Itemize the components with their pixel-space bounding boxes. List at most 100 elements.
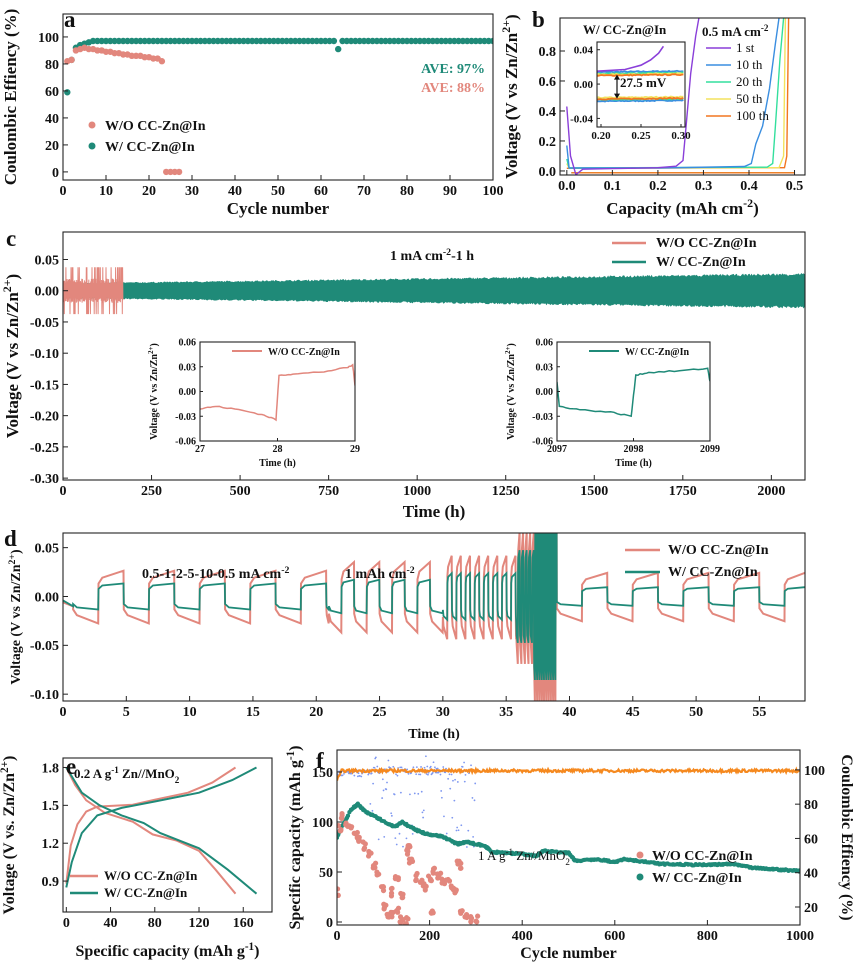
- data-point: [381, 778, 384, 781]
- data-point: [409, 793, 411, 796]
- y-tick-label: -0.20: [30, 410, 59, 425]
- x-tick-label: 1250: [492, 484, 520, 499]
- x-tick-label: 0.1: [604, 179, 622, 194]
- x-tick-label: 40: [104, 916, 118, 931]
- y-tick-label: 0.6: [539, 75, 557, 90]
- data-point: [412, 766, 415, 769]
- x-axis-label: Time (h): [615, 458, 652, 469]
- data-point: [429, 765, 432, 768]
- data-point: [420, 766, 422, 768]
- data-point: [395, 876, 401, 883]
- plot-frame: [336, 749, 801, 926]
- data-point: [330, 37, 338, 45]
- y-tick-label: 0.03: [536, 362, 554, 373]
- data-point: [427, 771, 430, 774]
- x-axis-label: Time (h): [408, 727, 460, 742]
- data-point: [339, 811, 345, 817]
- x-tick-label: 1000: [403, 484, 431, 499]
- plot-area: [63, 533, 805, 701]
- axes: 0 250 500 750 1000 1250 1500 1750 2000 -0.30 -0.25…: [0, 226, 806, 521]
- inset-title: W/ CC-Zn@In: [583, 22, 667, 37]
- data-point: [489, 37, 493, 45]
- data-point: [388, 886, 395, 892]
- y-tick-label: 0.4: [539, 105, 557, 120]
- data-point: [362, 841, 368, 847]
- data-point: [419, 773, 422, 776]
- data-point: [338, 826, 344, 833]
- y-axis-label: Voltage (V vs Zn/Zn2+): [0, 274, 22, 438]
- y-tick-label: 1.8: [42, 761, 60, 776]
- data-point: [457, 865, 464, 871]
- inset-curve: [557, 367, 710, 418]
- x-tick-label: 45: [626, 705, 640, 720]
- data-point: [337, 822, 341, 829]
- y-tick-label: -0.15: [30, 378, 59, 393]
- y-tick-label: 80: [45, 58, 59, 73]
- x-axis-label: Time (h): [403, 502, 466, 521]
- y-tick-label: 100: [38, 31, 59, 46]
- axes: 0 200 400 600 800 1000 0 50 100 150 20 40 60 80 100 Cyc…: [285, 746, 855, 962]
- data-point: [413, 872, 419, 879]
- data-point: [373, 766, 376, 769]
- y-tick-label: 1.2: [42, 837, 60, 852]
- condition-label: 1 A g-1 Zn//MnO2: [478, 847, 570, 867]
- y-tick-label: -0.06: [175, 437, 196, 448]
- data-point: [405, 837, 408, 840]
- x-tick-label: 40: [228, 184, 242, 199]
- data-point: [337, 886, 339, 892]
- legend-title: 0.5 mA cm-2: [702, 23, 769, 39]
- data-point: [337, 892, 341, 898]
- data-point: [369, 802, 372, 805]
- data-point: [457, 829, 460, 832]
- y2-tick-label: 80: [804, 798, 818, 813]
- legend: W/O CC-Zn@In W/ CC-Zn@In: [636, 849, 753, 886]
- legend-marker: [88, 121, 96, 129]
- data-point: [432, 761, 435, 764]
- panel-ci1: 27 28 29 -0.06 -0.03 0.00 0.03 0.06 Time (h) Volt…: [147, 338, 360, 470]
- x-tick-label: 0: [334, 929, 341, 944]
- legend-label: W/O CC-Zn@In: [268, 347, 340, 358]
- data-point: [472, 835, 475, 838]
- x-tick-label: 28: [273, 444, 283, 455]
- data-point: [445, 832, 448, 835]
- y-axis-label: Voltage (V vs Zn/Zn2+): [499, 14, 521, 178]
- data-point: [474, 919, 480, 925]
- rate-sequence-label: 0.5-1-2-5-10-0.5 mA cm-2: [142, 565, 289, 583]
- voltage-band-with: [63, 273, 805, 309]
- charge-curve: [65, 766, 257, 888]
- x-axis-label: Specific capacity (mAh g-1): [76, 941, 260, 960]
- panel-letter: c: [6, 226, 16, 251]
- data-point: [376, 765, 379, 768]
- y-tick-label: 0.03: [179, 362, 197, 373]
- data-point: [413, 792, 416, 795]
- data-point: [388, 893, 395, 899]
- plot-area: [566, 18, 795, 175]
- inset-curve: [597, 45, 665, 72]
- plot-area: [64, 37, 493, 176]
- axes: 0 5 10 15 20 25 30 35 40 45 50 55 -0.10 -0.05 0.00 0.05…: [4, 526, 806, 742]
- y-tick-label: 0.00: [179, 387, 197, 398]
- x-tick-label: 120: [189, 916, 210, 931]
- data-point: [383, 835, 386, 838]
- data-point: [415, 773, 418, 776]
- data-point: [380, 887, 387, 894]
- data-point: [451, 816, 454, 819]
- y-tick-label: 50: [319, 866, 333, 881]
- data-point: [399, 766, 402, 769]
- arrow-head-icon: [614, 74, 620, 99]
- data-point: [470, 764, 472, 767]
- data-point: [360, 775, 363, 778]
- data-point: [471, 797, 474, 799]
- legend-label: 20 th: [736, 74, 763, 89]
- y-tick-label: -0.05: [30, 639, 59, 654]
- panel-letter: e: [66, 754, 76, 779]
- data-point: [462, 914, 468, 920]
- data-point: [423, 766, 426, 769]
- voltage-trace-with: [63, 533, 805, 681]
- data-point: [395, 905, 402, 911]
- data-point: [377, 838, 380, 841]
- plot-area: [65, 766, 258, 895]
- data-point: [430, 868, 436, 875]
- y2-tick-label: 40: [804, 867, 818, 882]
- x-tick-label: 0: [63, 916, 70, 931]
